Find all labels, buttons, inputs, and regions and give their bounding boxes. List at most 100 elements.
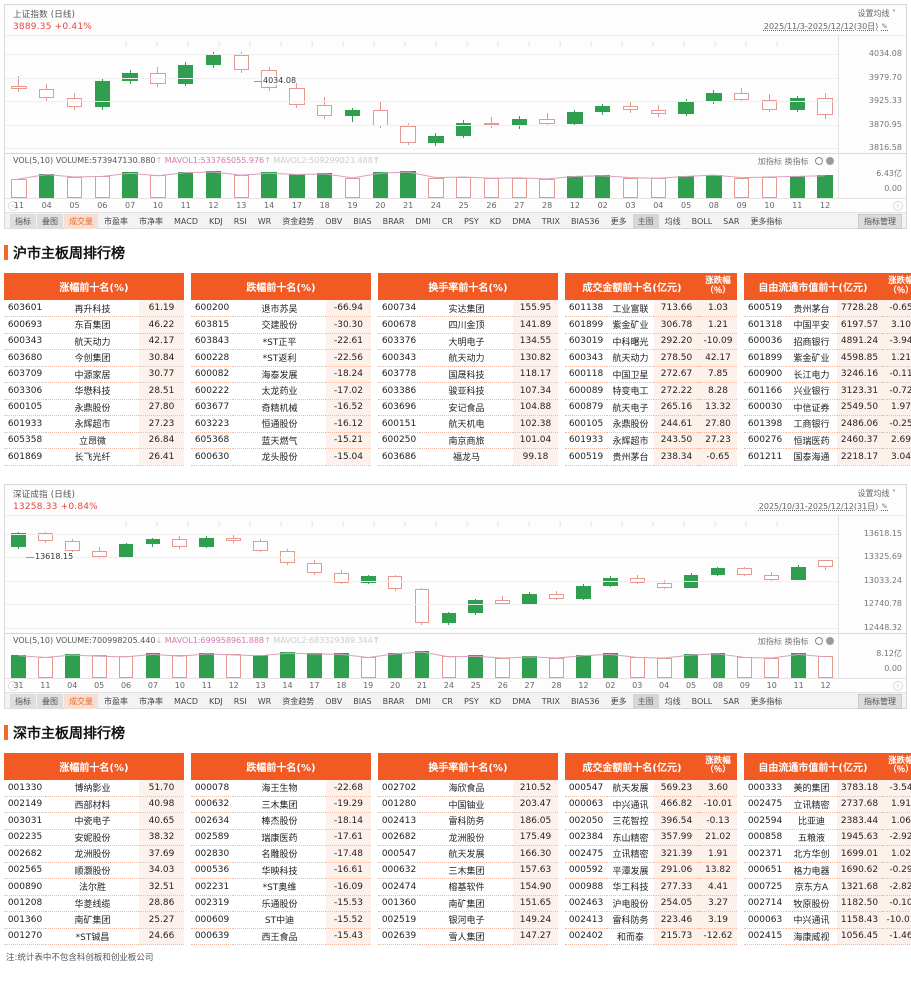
indicator-chip-KD[interactable]: KD [489, 217, 502, 226]
table-row[interactable]: 001208 华菱线缆 28.86 [4, 895, 184, 912]
pin-icon[interactable]: ✎ [881, 22, 888, 31]
table-row[interactable]: 002682 龙洲股份 37.69 [4, 845, 184, 863]
add-indicator-link-sz[interactable]: 加指标 [757, 636, 782, 646]
table-row[interactable]: 002384 东山精密 357.99 21.02 [565, 829, 737, 846]
table-row[interactable]: 002639 雪人集团 147.27 [378, 928, 558, 945]
table-row[interactable]: 000609 ST中迪 -15.52 [191, 911, 371, 929]
table-row[interactable]: 603677 奇精机械 -16.52 [191, 399, 371, 416]
table-row[interactable]: 002371 北方华创 1699.01 1.02 [744, 845, 911, 863]
indicator-chip-RSI[interactable]: RSI [233, 217, 247, 226]
indicator-chip-BOLL[interactable]: BOLL [691, 217, 713, 226]
indicator-chip-市净率[interactable]: 市净率 [139, 217, 163, 226]
table-row[interactable]: 600118 中国卫星 272.67 7.85 [565, 366, 737, 383]
table-row[interactable]: 605368 蓝天燃气 -15.21 [191, 432, 371, 449]
table-row[interactable]: 002519 银河电子 149.24 [378, 911, 558, 929]
table-row[interactable]: 600105 永鼎股份 27.80 [4, 399, 184, 416]
table-row[interactable]: 000547 航天发展 166.30 [378, 845, 558, 863]
table-row[interactable]: 000639 西王食品 -15.43 [191, 928, 371, 945]
table-row[interactable]: 600105 永鼎股份 244.61 27.80 [565, 415, 737, 433]
indicator-chip-叠图[interactable]: 叠图 [37, 214, 63, 229]
table-row[interactable]: 002475 立讯精密 321.39 1.91 [565, 845, 737, 863]
add-indicator-link-sh[interactable]: 加指标 [757, 157, 782, 166]
table-row[interactable]: 603843 *ST正平 -22.61 [191, 333, 371, 350]
table-row[interactable]: 601933 永辉超市 27.23 [4, 415, 184, 433]
indicator-chip-资金趋势[interactable]: 资金趋势 [282, 696, 315, 706]
table-row[interactable]: 601166 兴业银行 3123.31 -0.72 [744, 382, 911, 400]
table-row[interactable]: 000725 京东方A 1321.68 -2.82 [744, 878, 911, 896]
table-row[interactable]: 603601 再升科技 61.19 [4, 300, 184, 317]
indicator-chip-均线[interactable]: 均线 [664, 696, 681, 706]
indicator-chip-DMI[interactable]: DMI [415, 217, 431, 226]
table-row[interactable]: 600222 太龙药业 -17.02 [191, 382, 371, 400]
indicator-chip-主图[interactable]: 主图 [632, 214, 659, 229]
table-row[interactable]: 002235 安妮股份 38.32 [4, 829, 184, 846]
indicator-toolbar-sz[interactable]: 指标 叠图 成交量 市盈率 市净率 MACD KDJ RSI WR 资金趋势 OBV BIAS BRAR… [5, 691, 906, 709]
indicator-chip-均线[interactable]: 均线 [664, 217, 681, 226]
table-row[interactable]: 000536 华映科技 -16.61 [191, 862, 371, 879]
table-row[interactable]: 001280 中国铀业 203.47 [378, 796, 558, 813]
indicator-chip-TRIX[interactable]: TRIX [541, 696, 561, 706]
table-row[interactable]: 601138 工业富联 713.66 1.03 [565, 300, 737, 317]
indicator-chip-BRAR[interactable]: BRAR [382, 696, 405, 706]
table-row[interactable]: 002231 *ST奥维 -16.09 [191, 878, 371, 896]
indicator-chip-SAR[interactable]: SAR [723, 217, 740, 226]
table-row[interactable]: 002702 海欣食品 210.52 [378, 779, 558, 797]
indicator-chip-DMA[interactable]: DMA [512, 217, 531, 226]
table-row[interactable]: 000632 三木集团 -19.29 [191, 796, 371, 813]
table-row[interactable]: 002830 名雕股份 -17.48 [191, 845, 371, 863]
table-row[interactable]: 600276 恒瑞医药 2460.37 2.69 [744, 432, 911, 449]
table-row[interactable]: 603376 大明电子 134.55 [378, 333, 558, 350]
table-row[interactable]: 600343 航天动力 130.82 [378, 349, 558, 367]
table-row[interactable]: 002319 乐通股份 -15.53 [191, 895, 371, 912]
indicator-chip-更多[interactable]: 更多 [610, 217, 627, 226]
table-row[interactable]: 000988 华工科技 277.33 4.41 [565, 878, 737, 896]
indicator-chip-WR[interactable]: WR [257, 217, 272, 226]
indicator-chip-市净率[interactable]: 市净率 [139, 696, 163, 706]
table-row[interactable]: 002474 榕基软件 154.90 [378, 878, 558, 896]
settings-dot-icon[interactable] [826, 636, 834, 645]
indicator-chip-MACD[interactable]: MACD [174, 217, 198, 226]
indicator-chip-指标[interactable]: 指标 [10, 214, 36, 229]
table-row[interactable]: 603709 中源家居 30.77 [4, 366, 184, 383]
table-row[interactable]: 603386 骏亚科技 107.34 [378, 382, 558, 400]
indicator-chip-BIAS[interactable]: BIAS [353, 696, 372, 706]
indicator-chip-TRIX[interactable]: TRIX [541, 217, 561, 226]
table-row[interactable]: 600734 实达集团 155.95 [378, 300, 558, 317]
scroll-right-icon[interactable]: › [893, 201, 903, 211]
table-row[interactable]: 603815 交建股份 -30.30 [191, 316, 371, 334]
indicator-chip-KD[interactable]: KD [489, 696, 502, 706]
table-row[interactable]: 000547 航天发展 569.23 3.60 [565, 779, 737, 797]
ma-setting-button-sz[interactable]: 设置均线 ˅ [857, 488, 896, 498]
volume-tools-sh[interactable]: 加指标 换指标 [758, 156, 834, 167]
indicator-chip-BIAS[interactable]: BIAS [353, 217, 372, 226]
indicator-chip-更多指标[interactable]: 更多指标 [750, 217, 783, 226]
gear-icon[interactable] [815, 636, 823, 645]
indicator-chip-OBV[interactable]: OBV [325, 696, 343, 706]
indicator-chip-RSI[interactable]: RSI [233, 696, 247, 706]
table-row[interactable]: 600630 龙头股份 -15.04 [191, 448, 371, 466]
indicator-chip-SAR[interactable]: SAR [723, 696, 740, 706]
indicator-chip-资金趋势[interactable]: 资金趋势 [282, 217, 315, 226]
date-range-label-sh[interactable]: 2025/11/3-2025/12/12(30日) ✎ [763, 22, 888, 31]
table-row[interactable]: 600082 海泰发展 -18.24 [191, 366, 371, 383]
indicator-chip-BIAS36[interactable]: BIAS36 [571, 217, 600, 226]
table-row[interactable]: 601398 工商银行 2486.06 -0.25 [744, 415, 911, 433]
scroll-left-icon[interactable]: ‹ [8, 201, 18, 211]
settings-dot-icon[interactable] [826, 157, 834, 165]
pin-icon[interactable]: ✎ [881, 501, 888, 511]
table-row[interactable]: 601899 紫金矿业 4598.85 1.21 [744, 349, 911, 367]
table-row[interactable]: 002413 雷科防务 186.05 [378, 812, 558, 830]
indicator-chip-更多[interactable]: 更多 [610, 696, 627, 706]
volume-tools-sz[interactable]: 加指标 换指标 [758, 636, 834, 647]
table-row[interactable]: 600343 航天动力 278.50 42.17 [565, 349, 737, 367]
table-row[interactable]: 002682 龙洲股份 175.49 [378, 829, 558, 846]
indicator-chip-成交量[interactable]: 成交量 [64, 693, 98, 709]
table-row[interactable]: 000632 三木集团 157.63 [378, 862, 558, 879]
table-row[interactable]: 600228 *ST返利 -22.56 [191, 349, 371, 367]
ma-setting-button-sh[interactable]: 设置均线 ˅ [857, 9, 896, 18]
table-row[interactable]: 600519 贵州茅台 7728.28 -0.65 [744, 300, 911, 317]
table-row[interactable]: 600519 贵州茅台 238.34 -0.65 [565, 448, 737, 466]
table-row[interactable]: 000651 格力电器 1690.62 -0.29 [744, 862, 911, 879]
table-row[interactable]: 003031 中瓷电子 40.65 [4, 812, 184, 830]
